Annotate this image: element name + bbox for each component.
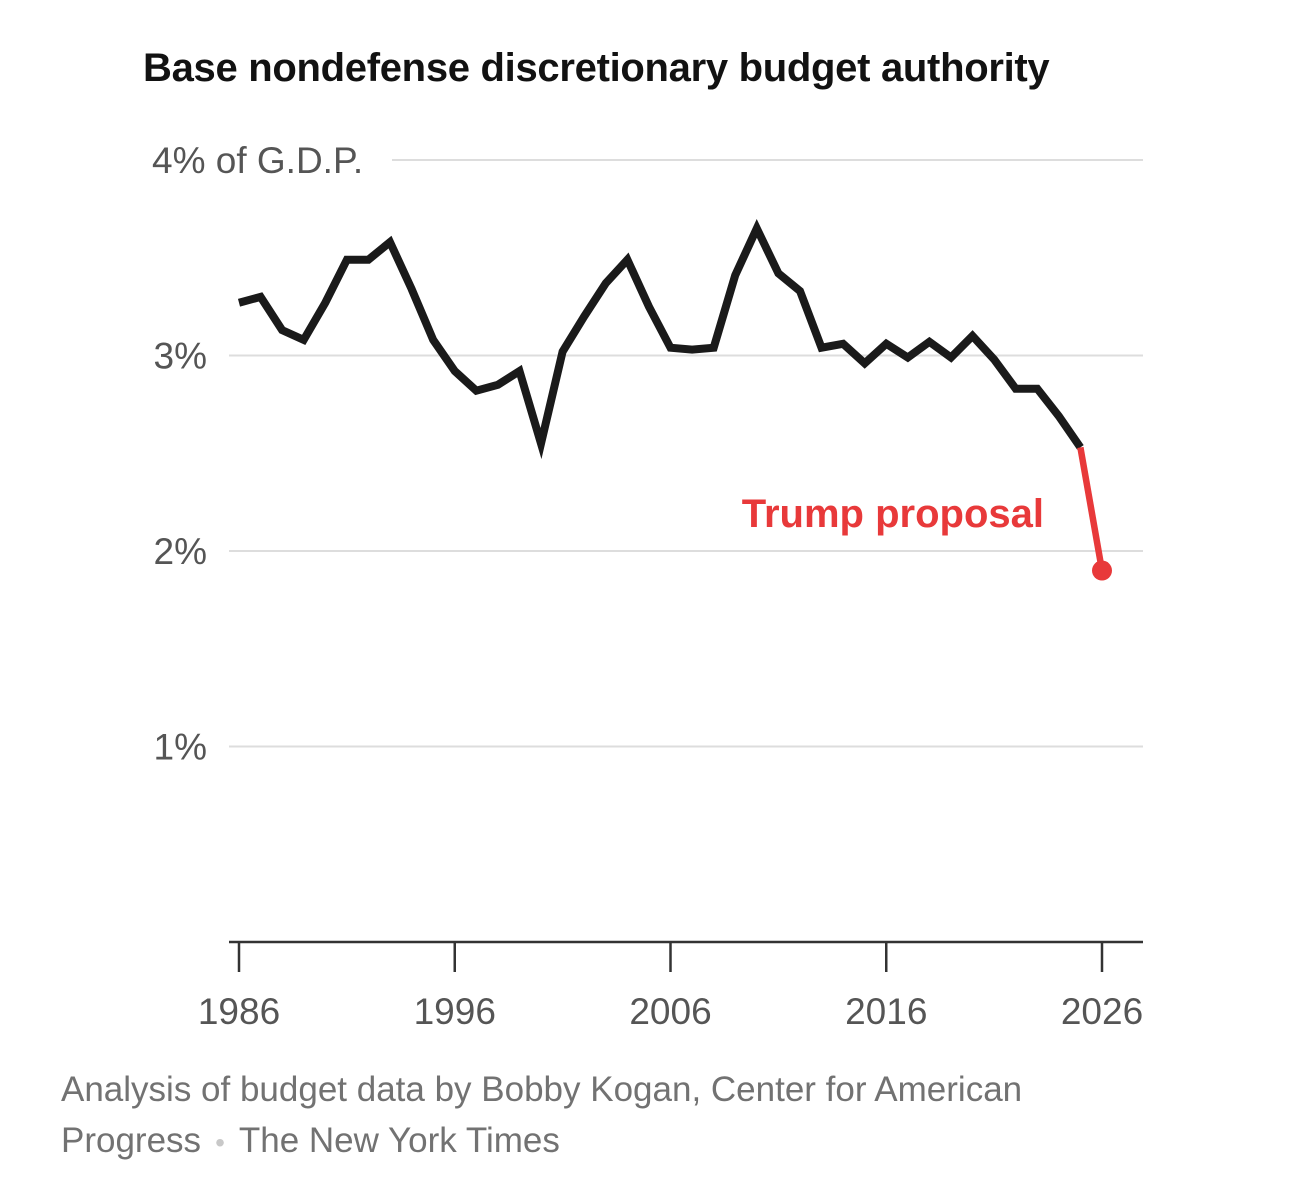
y-tick-label: 2% (154, 531, 207, 572)
y-axis-tick-labels: 1% 2% 3% 4% of G.D.P. (152, 140, 363, 768)
y-tick-label: 1% (154, 727, 207, 768)
source-credit: Analysis of budget data by Bobby Kogan, … (61, 1070, 1023, 1160)
source-note: Analysis of budget data by Bobby Kogan, … (61, 1064, 1111, 1168)
y-tick-label: 3% (154, 336, 207, 377)
chart-title: Base nondefense discretionary budget aut… (143, 46, 1050, 90)
y-tick-label: 4% of G.D.P. (152, 140, 363, 181)
x-tick-label: 1986 (198, 991, 280, 1032)
x-tick-label: 2006 (629, 991, 711, 1032)
history-line (237, 219, 1084, 460)
proposal-annotation-label: Trump proposal (742, 492, 1044, 536)
x-tick-label: 2026 (1061, 991, 1143, 1032)
proposal-endpoint-dot (1092, 560, 1112, 581)
series-lines (237, 219, 1112, 581)
separator-dot: • (215, 1127, 225, 1158)
publisher-name: The New York Times (238, 1121, 560, 1160)
x-tick-label: 2016 (845, 991, 927, 1032)
proposal-line (1077, 446, 1106, 572)
annotations: Trump proposal (742, 492, 1044, 536)
x-tick-label: 1996 (414, 991, 496, 1032)
line-chart: 1%2%3%4% of G.D.P. 1986 1996 2006 2016 2026 … (152, 140, 1143, 1032)
grid-lines (229, 159, 1143, 748)
x-axis: 1986 1996 2006 2016 2026 (198, 940, 1143, 1032)
